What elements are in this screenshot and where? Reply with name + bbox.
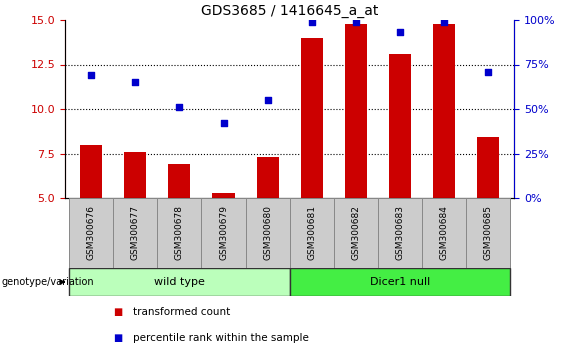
Text: percentile rank within the sample: percentile rank within the sample (133, 333, 308, 343)
Point (175, 104, 184, 110)
Point (395, 30, 404, 35)
Point (131, 79, 140, 85)
Bar (257, 157, 279, 198)
Text: GSM300683: GSM300683 (395, 206, 404, 261)
Bar (69, 198, 114, 268)
Text: GSM300679: GSM300679 (219, 206, 228, 261)
Text: GSM300682: GSM300682 (351, 206, 360, 261)
Text: Dicer1 null: Dicer1 null (370, 277, 430, 287)
Text: GSM300685: GSM300685 (483, 206, 492, 261)
Bar (301, 38, 323, 198)
Bar (168, 164, 190, 198)
Text: GSM300681: GSM300681 (307, 206, 316, 261)
Bar (477, 137, 499, 198)
Text: GSM300678: GSM300678 (175, 206, 184, 261)
Point (307, 19, 316, 25)
Point (439, 19, 448, 25)
Point (351, 19, 360, 25)
Text: wild type: wild type (154, 277, 205, 287)
Bar (345, 24, 367, 198)
Bar (389, 54, 411, 198)
Bar (124, 152, 146, 198)
Bar (212, 193, 234, 198)
Bar (377, 198, 421, 268)
Point (483, 69, 492, 74)
Text: ■: ■ (113, 307, 122, 317)
Bar (466, 198, 510, 268)
Bar (202, 198, 246, 268)
Bar (114, 198, 158, 268)
Text: GSM300684: GSM300684 (439, 206, 448, 261)
Text: GSM300680: GSM300680 (263, 206, 272, 261)
Title: GDS3685 / 1416645_a_at: GDS3685 / 1416645_a_at (201, 4, 378, 18)
Point (87, 72, 96, 78)
Bar (289, 268, 510, 296)
Point (219, 120, 228, 126)
Bar (421, 198, 466, 268)
Text: genotype/variation: genotype/variation (1, 277, 94, 287)
Point (263, 97, 272, 103)
Bar (433, 24, 455, 198)
Text: GSM300676: GSM300676 (87, 206, 96, 261)
Bar (158, 198, 202, 268)
Bar (80, 144, 102, 198)
Text: transformed count: transformed count (133, 307, 230, 317)
Bar (246, 198, 289, 268)
Text: GSM300677: GSM300677 (131, 206, 140, 261)
Bar (333, 198, 377, 268)
Text: ■: ■ (113, 333, 122, 343)
Bar (69, 268, 289, 296)
Bar (289, 198, 333, 268)
